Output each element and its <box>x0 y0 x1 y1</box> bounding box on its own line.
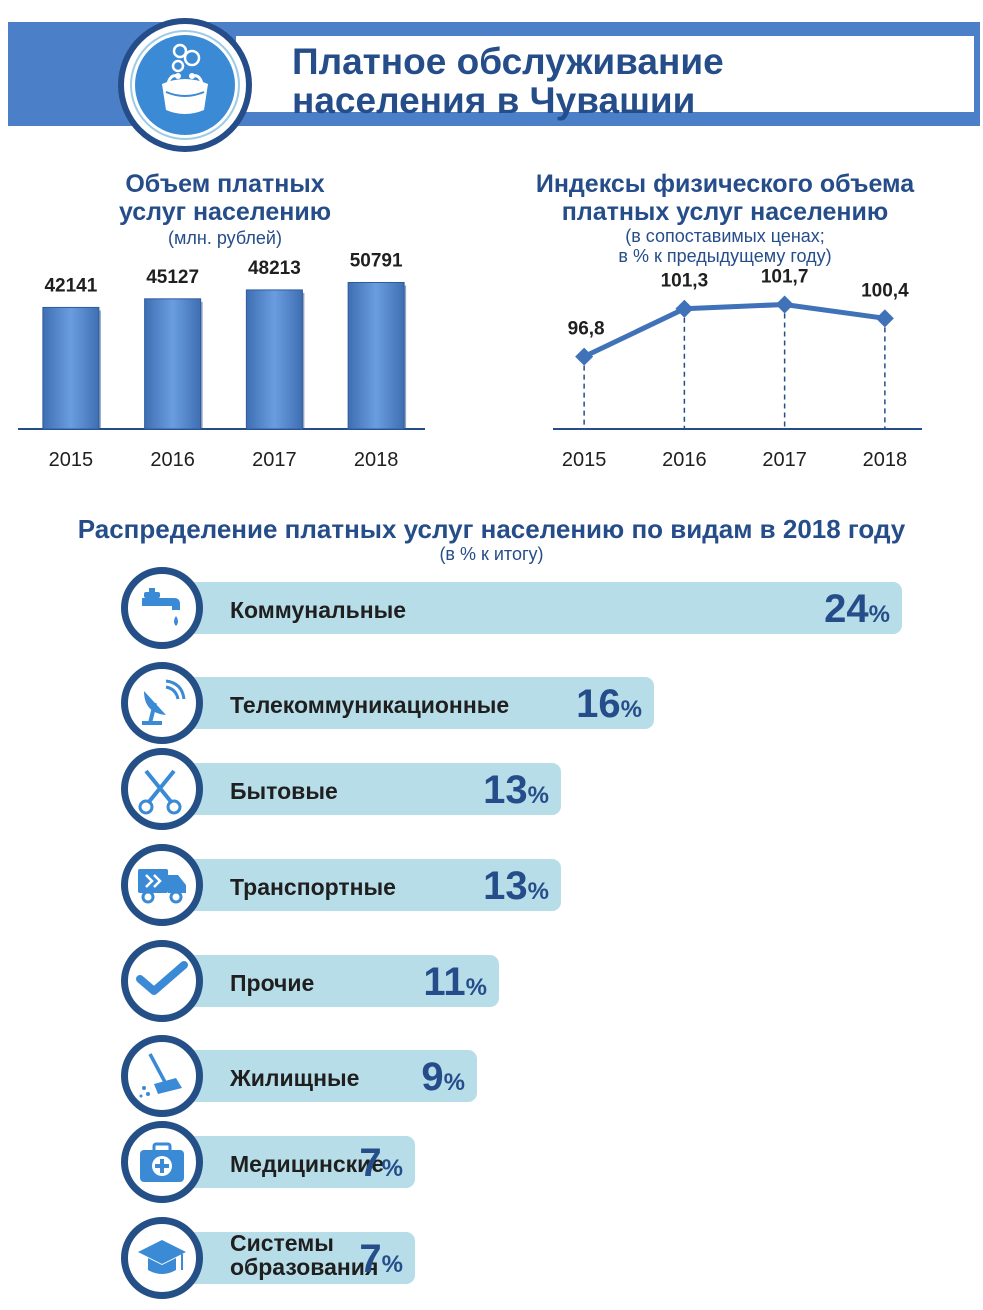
distribution-subtitle: (в % к итогу) <box>439 544 544 564</box>
index-chart-subtitle-line2: в % к предыдущему году) <box>618 246 832 266</box>
distribution-label: Телекоммуникационные <box>230 692 510 718</box>
distribution-label: Медицинские <box>230 1151 385 1177</box>
index-point <box>775 295 794 314</box>
percent-value: 13 <box>483 768 528 812</box>
volume-value-label: 45127 <box>146 267 199 288</box>
volume-bar <box>42 306 100 430</box>
distribution-percent: 7% <box>255 1237 403 1282</box>
index-value-label: 101,7 <box>761 266 809 287</box>
volume-chart-title: Объем платных услуг населению <box>40 170 410 226</box>
distribution-label: Транспортные <box>230 874 396 900</box>
percent-unit: % <box>527 878 549 905</box>
distribution-label: Жилищные <box>230 1065 360 1091</box>
volume-x-tick: 2018 <box>354 449 399 471</box>
volume-value-label: 50791 <box>350 250 403 271</box>
index-chart-title-line1: Индексы физического объема <box>535 170 915 198</box>
header-title-panel <box>236 36 974 112</box>
distribution-bar <box>158 1050 477 1102</box>
distribution-label-line2: образования <box>230 1254 379 1280</box>
volume-x-tick: 2017 <box>252 449 297 471</box>
satellite-dish-icon <box>142 679 186 725</box>
index-x-tick: 2017 <box>762 449 807 471</box>
distribution-bar <box>158 582 902 634</box>
distribution-percent: 11% <box>339 960 487 1005</box>
percent-value: 16 <box>576 682 621 726</box>
percent-value: 24 <box>824 587 869 631</box>
index-series-line <box>583 301 886 359</box>
index-point <box>875 309 894 328</box>
distribution-percent: 16% <box>494 682 642 727</box>
volume-chart-title-line1: Объем платных <box>125 170 325 198</box>
volume-bar <box>347 281 405 430</box>
percent-value: 9 <box>421 1055 444 1099</box>
volume-value-label: 42141 <box>44 275 97 296</box>
percent-value: 7 <box>359 1141 382 1185</box>
volume-bar <box>144 298 202 430</box>
scissors-comb-icon <box>138 769 182 815</box>
percent-unit: % <box>381 1251 403 1278</box>
water-tap-icon <box>142 588 180 626</box>
volume-bar-chart: 42141 2015 45127 2016 48213 2017 50791 2018 <box>18 250 425 471</box>
distribution-title: Распределение платных услуг населению по… <box>77 514 906 544</box>
distribution-percent: 9% <box>317 1055 465 1100</box>
percent-unit: % <box>868 601 890 628</box>
percent-value: 13 <box>483 864 528 908</box>
distribution-percent: 24% <box>742 587 890 632</box>
page-title-line2: населения в Чувашии <box>292 80 696 121</box>
percent-unit: % <box>381 1155 403 1182</box>
mop-icon <box>139 1053 182 1098</box>
index-chart-title: Индексы физического объема платных услуг… <box>470 170 980 226</box>
page-title-line1: Платное обслуживание <box>292 41 724 82</box>
index-chart-subtitle-line1: (в сопоставимых ценах; <box>625 226 825 246</box>
volume-chart-subtitle: (млн. рублей) <box>168 228 282 248</box>
distribution-label: Системы образования <box>230 1231 378 1279</box>
percent-unit: % <box>443 1069 465 1096</box>
index-x-tick: 2016 <box>662 449 707 471</box>
delivery-truck-icon <box>138 869 186 904</box>
distribution-label-line1: Системы <box>230 1230 334 1256</box>
percent-value: 7 <box>359 1237 382 1281</box>
icon-circle <box>121 662 203 744</box>
distribution-label: Бытовые <box>230 778 338 804</box>
index-point <box>575 347 594 366</box>
checkmark-icon <box>136 961 188 995</box>
distribution-percent: 13% <box>401 768 549 813</box>
percent-unit: % <box>527 782 549 809</box>
index-line-chart: 96,8 2015 101,3 2016 101,7 2017 100,4 2018 <box>553 266 922 471</box>
distribution-bar <box>158 955 499 1007</box>
index-value-label: 96,8 <box>568 319 605 340</box>
distribution-bar <box>158 859 561 911</box>
volume-x-tick: 2015 <box>49 449 94 471</box>
volume-bar <box>245 289 303 430</box>
distribution-bar <box>158 763 561 815</box>
index-x-tick: 2015 <box>562 449 607 471</box>
distribution-percent: 7% <box>255 1141 403 1186</box>
index-point <box>675 299 694 318</box>
index-chart-subtitle: (в сопоставимых ценах; в % к предыдущему… <box>470 226 980 266</box>
percent-unit: % <box>620 696 642 723</box>
distribution-bar <box>158 677 654 729</box>
index-chart-title-line2: платных услуг населению <box>561 198 889 226</box>
volume-chart-title-line2: услуг населению <box>118 198 332 226</box>
distribution-percent: 13% <box>401 864 549 909</box>
index-value-label: 101,3 <box>661 271 709 292</box>
icon-circle <box>121 844 203 926</box>
medical-kit-icon <box>140 1142 184 1182</box>
distribution-label: Прочие <box>230 970 315 996</box>
volume-value-label: 48213 <box>248 258 301 279</box>
percent-unit: % <box>465 974 487 1001</box>
volume-x-tick: 2016 <box>150 449 195 471</box>
distribution-label: Коммунальные <box>230 597 407 623</box>
icon-circle <box>121 567 203 649</box>
charts-layer: 42141 2015 45127 2016 48213 2017 50791 2018 96,… <box>18 250 922 471</box>
index-value-label: 100,4 <box>861 280 909 301</box>
purse-coins-icon <box>118 18 252 152</box>
page-title: Платное обслуживание населения в Чувашии <box>292 42 952 120</box>
percent-value: 11 <box>423 960 466 1004</box>
graduation-cap-icon <box>138 1240 186 1274</box>
index-x-tick: 2018 <box>863 449 908 471</box>
